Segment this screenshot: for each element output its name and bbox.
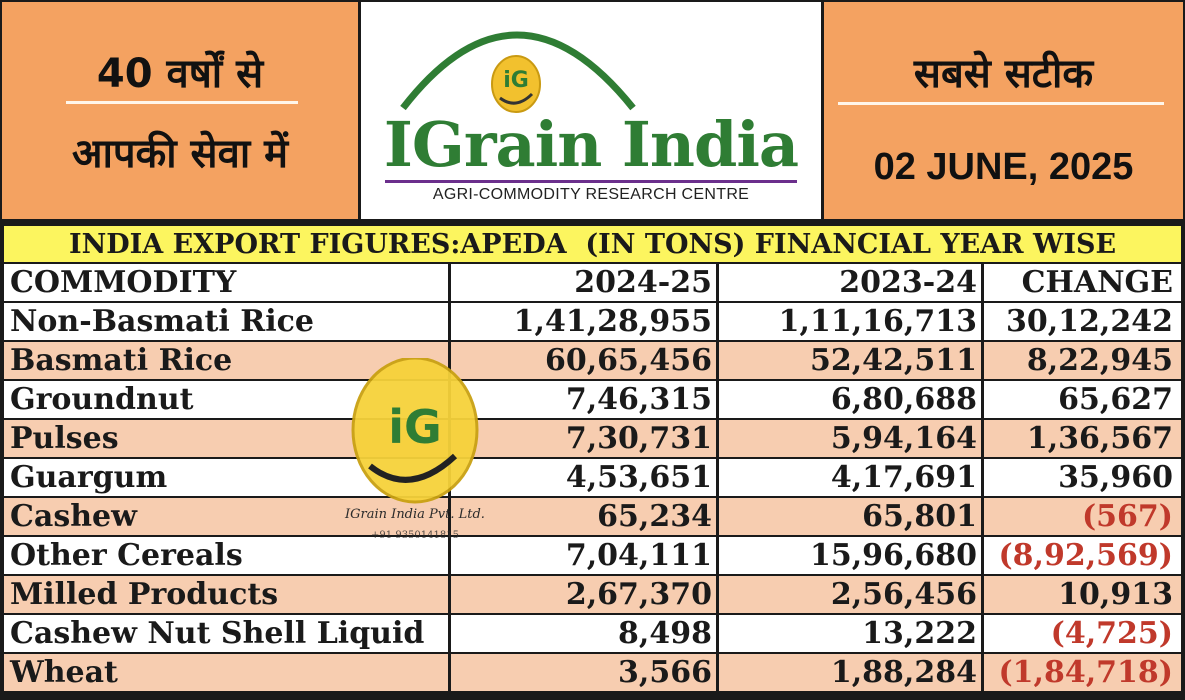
commodity-cell: Non-Basmati Rice bbox=[4, 303, 448, 340]
export-table: INDIA EXPORT FIGURES: APEDA (IN TONS) FI… bbox=[0, 222, 1185, 700]
table-row: Guargum 4,53,651 4,17,691 35,960 bbox=[4, 459, 1181, 498]
fy2024-25-cell: 1,41,28,955 bbox=[451, 303, 716, 340]
commodity-cell: Other Cereals bbox=[4, 537, 448, 574]
table-row: Other Cereals 7,04,111 15,96,680 (8,92,569) bbox=[4, 537, 1181, 576]
banner-highlight: APEDA bbox=[460, 228, 567, 260]
logo-monogram: iG bbox=[503, 68, 529, 93]
table-row: Wheat 3,566 1,88,284 (1,84,718) bbox=[4, 654, 1181, 693]
slogan-divider bbox=[838, 102, 1164, 105]
table-row: Pulses 7,30,731 5,94,164 1,36,567 bbox=[4, 420, 1181, 459]
table-grid: COMMODITY 2024-25 2023-24 CHANGE Non-Bas… bbox=[4, 264, 1181, 693]
fy2023-24-cell: 2,56,456 bbox=[719, 576, 981, 613]
tagline-line-1: 40 वर्षों से bbox=[96, 51, 264, 97]
fy2024-25-cell: 2,67,370 bbox=[451, 576, 716, 613]
date-panel: सबसे सटीक 02 JUNE, 2025 bbox=[824, 2, 1183, 219]
change-cell: 10,913 bbox=[984, 576, 1181, 613]
fy2024-25-cell: 7,30,731 bbox=[451, 420, 716, 457]
table-row: Groundnut 7,46,315 6,80,688 65,627 bbox=[4, 381, 1181, 420]
column-header-2023-24: 2023-24 bbox=[719, 264, 981, 301]
change-cell: (567) bbox=[984, 498, 1181, 535]
change-cell: 30,12,242 bbox=[984, 303, 1181, 340]
logo-underline bbox=[385, 180, 797, 183]
table-row: Basmati Rice 60,65,456 52,42,511 8,22,945 bbox=[4, 342, 1181, 381]
change-cell: (8,92,569) bbox=[984, 537, 1181, 574]
change-cell: 1,36,567 bbox=[984, 420, 1181, 457]
table-banner: INDIA EXPORT FIGURES: APEDA (IN TONS) FI… bbox=[4, 226, 1181, 262]
banner-suffix: (IN TONS) FINANCIAL YEAR WISE bbox=[566, 228, 1117, 260]
commodity-cell: Wheat bbox=[4, 654, 448, 691]
logo-medallion-icon: iG bbox=[490, 54, 542, 114]
tagline-divider bbox=[66, 101, 298, 104]
fy2023-24-cell: 65,801 bbox=[719, 498, 981, 535]
slogan: सबसे सटीक bbox=[913, 51, 1094, 97]
watermark-company: IGrain India Pvt. Ltd. bbox=[345, 507, 485, 522]
banner-prefix: INDIA EXPORT FIGURES: bbox=[68, 228, 461, 260]
fy2023-24-cell: 6,80,688 bbox=[719, 381, 981, 418]
column-header-2024-25: 2024-25 bbox=[451, 264, 716, 301]
fy2024-25-cell: 7,46,315 bbox=[451, 381, 716, 418]
fy2023-24-cell: 5,94,164 bbox=[719, 420, 981, 457]
table-header-row: COMMODITY 2024-25 2023-24 CHANGE bbox=[4, 264, 1181, 303]
report-date: 02 JUNE, 2025 bbox=[873, 146, 1134, 188]
logo-panel: iG IGrain India AGRI-COMMODITY RESEARCH … bbox=[361, 2, 821, 219]
header: 40 वर्षों से आपकी सेवा में iG IGrain Ind… bbox=[0, 0, 1185, 222]
change-cell: 65,627 bbox=[984, 381, 1181, 418]
commodity-cell: Cashew Nut Shell Liquid bbox=[4, 615, 448, 652]
fy2024-25-cell: 4,53,651 bbox=[451, 459, 716, 496]
change-cell: (4,725) bbox=[984, 615, 1181, 652]
tagline-panel: 40 वर्षों से आपकी सेवा में bbox=[2, 2, 358, 219]
logo-name: IGrain India bbox=[383, 108, 799, 181]
column-header-commodity: COMMODITY bbox=[4, 264, 448, 301]
table-row: Cashew 65,234 65,801 (567) bbox=[4, 498, 1181, 537]
table-row: Cashew Nut Shell Liquid 8,498 13,222 (4,725… bbox=[4, 615, 1181, 654]
commodity-cell: Cashew bbox=[4, 498, 448, 535]
table-row: Non-Basmati Rice 1,41,28,955 1,11,16,713 30… bbox=[4, 303, 1181, 342]
fy2023-24-cell: 13,222 bbox=[719, 615, 981, 652]
watermark-phone: +91 9350141815 bbox=[371, 530, 459, 541]
change-cell: 8,22,945 bbox=[984, 342, 1181, 379]
logo-subtitle: AGRI-COMMODITY RESEARCH CENTRE bbox=[432, 186, 750, 203]
watermark-logo-icon: iG bbox=[340, 356, 490, 558]
commodity-cell: Basmati Rice bbox=[4, 342, 448, 379]
fy2023-24-cell: 52,42,511 bbox=[719, 342, 981, 379]
tagline-line-2: आपकी सेवा में bbox=[71, 131, 289, 177]
fy2023-24-cell: 1,11,16,713 bbox=[719, 303, 981, 340]
fy2024-25-cell: 65,234 bbox=[451, 498, 716, 535]
change-cell: 35,960 bbox=[984, 459, 1181, 496]
column-header-change: CHANGE bbox=[984, 264, 1181, 301]
commodity-cell: Milled Products bbox=[4, 576, 448, 613]
table-row: Milled Products 2,67,370 2,56,456 10,913 bbox=[4, 576, 1181, 615]
change-cell: (1,84,718) bbox=[984, 654, 1181, 691]
fy2023-24-cell: 4,17,691 bbox=[719, 459, 981, 496]
watermark-monogram: iG bbox=[388, 400, 442, 454]
fy2024-25-cell: 60,65,456 bbox=[451, 342, 716, 379]
fy2023-24-cell: 1,88,284 bbox=[719, 654, 981, 691]
fy2023-24-cell: 15,96,680 bbox=[719, 537, 981, 574]
fy2024-25-cell: 3,566 bbox=[451, 654, 716, 691]
fy2024-25-cell: 7,04,111 bbox=[451, 537, 716, 574]
fy2024-25-cell: 8,498 bbox=[451, 615, 716, 652]
logo-arc-icon bbox=[400, 31, 636, 111]
